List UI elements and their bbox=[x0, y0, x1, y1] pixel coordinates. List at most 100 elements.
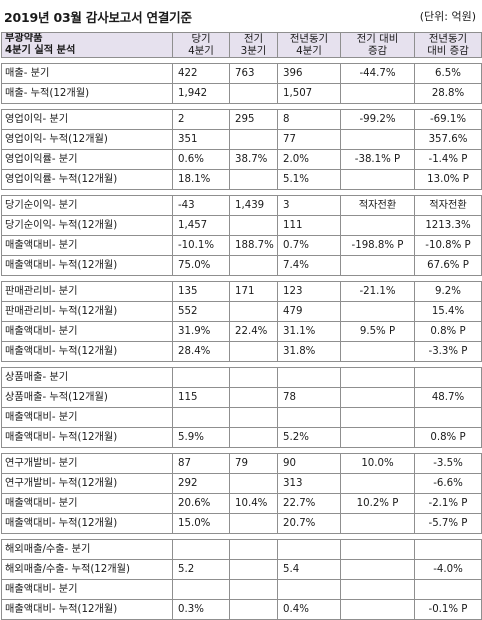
table-cell: 1,507 bbox=[277, 83, 341, 104]
table-cell: 2 bbox=[172, 109, 230, 130]
table-cell bbox=[414, 407, 482, 428]
table-cell: 31.1% bbox=[277, 321, 341, 342]
table-cell: 422 bbox=[172, 63, 230, 84]
table-cell bbox=[277, 579, 341, 600]
table-cell bbox=[340, 129, 415, 150]
table-cell bbox=[340, 215, 415, 236]
table-cell: 0.8% P bbox=[414, 321, 482, 342]
table-cell: 6.5% bbox=[414, 63, 482, 84]
table-cell: -99.2% bbox=[340, 109, 415, 130]
table-row: 판매관리비- 누적(12개월) 552 479 15.4% bbox=[1, 301, 482, 322]
table-cell bbox=[229, 341, 278, 362]
table-cell: 67.6% P bbox=[414, 255, 482, 276]
table-cell: 77 bbox=[277, 129, 341, 150]
table-cell: -38.1% P bbox=[340, 149, 415, 170]
table-row: 매출액대비- 분기 bbox=[1, 579, 482, 600]
table-cell bbox=[229, 215, 278, 236]
table-cell bbox=[229, 387, 278, 408]
table-row: 영업이익률- 분기 0.6% 38.7% 2.0% -38.1% P -1.4% P bbox=[1, 149, 482, 170]
table-cell: -2.1% P bbox=[414, 493, 482, 514]
table-cell bbox=[340, 539, 415, 560]
table-cell: 9.2% bbox=[414, 281, 482, 302]
table-cell: 31.8% bbox=[277, 341, 341, 362]
table-cell: -6.6% bbox=[414, 473, 482, 494]
column-header: 전년동기 4분기 bbox=[277, 32, 341, 58]
row-label: 매출액대비- 누적(12개월) bbox=[1, 255, 173, 276]
table-cell bbox=[229, 407, 278, 428]
table-cell: 171 bbox=[229, 281, 278, 302]
row-label: 매출액대비- 분기 bbox=[1, 407, 173, 428]
column-header: 전기 대비 증감 bbox=[340, 32, 415, 58]
table-row: 매출- 분기 422 763 396 -44.7% 6.5% bbox=[1, 63, 482, 84]
table-cell bbox=[229, 473, 278, 494]
table-cell: 13.0% P bbox=[414, 169, 482, 190]
table-cell bbox=[172, 579, 230, 600]
table-cell bbox=[340, 473, 415, 494]
table-cell: 20.7% bbox=[277, 513, 341, 534]
table-cell bbox=[277, 367, 341, 388]
table-cell bbox=[340, 83, 415, 104]
table-cell: 5.2 bbox=[172, 559, 230, 580]
table-cell: 7.4% bbox=[277, 255, 341, 276]
table-cell bbox=[340, 427, 415, 448]
row-label: 영업이익률- 누적(12개월) bbox=[1, 169, 173, 190]
table-row: 판매관리비- 분기 135 171 123 -21.1% 9.2% bbox=[1, 281, 482, 302]
table-row: 매출액대비- 분기 31.9% 22.4% 31.1% 9.5% P 0.8% P bbox=[1, 321, 482, 342]
table-cell: 78 bbox=[277, 387, 341, 408]
table-row: 매출액대비- 분기 bbox=[1, 407, 482, 428]
row-label: 판매관리비- 누적(12개월) bbox=[1, 301, 173, 322]
table-cell: 28.4% bbox=[172, 341, 230, 362]
table-cell: 10.4% bbox=[229, 493, 278, 514]
column-header: 전기 3분기 bbox=[229, 32, 278, 58]
table-cell: -44.7% bbox=[340, 63, 415, 84]
table-cell: 10.0% bbox=[340, 453, 415, 474]
table-row: 영업이익- 누적(12개월) 351 77 357.6% bbox=[1, 129, 482, 150]
table-cell bbox=[229, 301, 278, 322]
table-row: 매출액대비- 누적(12개월) 75.0% 7.4% 67.6% P bbox=[1, 255, 482, 276]
row-label: 매출액대비- 누적(12개월) bbox=[1, 513, 173, 534]
table-header-title: 부광약품 4분기 실적 분석 bbox=[1, 32, 173, 58]
table-cell: 15.0% bbox=[172, 513, 230, 534]
table-row: 연구개발비- 분기 87 79 90 10.0% -3.5% bbox=[1, 453, 482, 474]
table-cell: 1,439 bbox=[229, 195, 278, 216]
title-bar: 2019년 03월 감사보고서 연결기준 (단위: 억원) bbox=[0, 0, 482, 32]
table-cell: 5.9% bbox=[172, 427, 230, 448]
row-label: 매출- 분기 bbox=[1, 63, 173, 84]
table-cell: 8 bbox=[277, 109, 341, 130]
table-cell: 5.2% bbox=[277, 427, 341, 448]
table-cell: 115 bbox=[172, 387, 230, 408]
table-cell: 90 bbox=[277, 453, 341, 474]
table-row: 매출액대비- 누적(12개월) 5.9% 5.2% 0.8% P bbox=[1, 427, 482, 448]
table-cell bbox=[229, 559, 278, 580]
table-cell bbox=[229, 169, 278, 190]
column-header: 전년동기 대비 증감 bbox=[414, 32, 482, 58]
table-cell: 0.6% bbox=[172, 149, 230, 170]
row-label: 매출액대비- 분기 bbox=[1, 235, 173, 256]
table-cell: 552 bbox=[172, 301, 230, 322]
table-cell bbox=[340, 169, 415, 190]
table-cell bbox=[414, 579, 482, 600]
table-cell: 적자전환 bbox=[340, 195, 415, 216]
table-cell: 135 bbox=[172, 281, 230, 302]
table-row: 당기순이익- 분기 -43 1,439 3 적자전환 적자전환 bbox=[1, 195, 482, 216]
row-label: 매출액대비- 분기 bbox=[1, 579, 173, 600]
row-label: 판매관리비- 분기 bbox=[1, 281, 173, 302]
row-label: 연구개발비- 누적(12개월) bbox=[1, 473, 173, 494]
row-label: 매출액대비- 분기 bbox=[1, 321, 173, 342]
table-cell: 5.1% bbox=[277, 169, 341, 190]
table-cell: 38.7% bbox=[229, 149, 278, 170]
row-label: 영업이익- 분기 bbox=[1, 109, 173, 130]
table-cell bbox=[229, 579, 278, 600]
table-cell bbox=[414, 539, 482, 560]
table-cell bbox=[340, 301, 415, 322]
table-row: 매출액대비- 분기 20.6% 10.4% 22.7% 10.2% P -2.1% P bbox=[1, 493, 482, 514]
table-cell: 292 bbox=[172, 473, 230, 494]
table-cell: 87 bbox=[172, 453, 230, 474]
table-row: 영업이익률- 누적(12개월) 18.1% 5.1% 13.0% P bbox=[1, 169, 482, 190]
table-row: 영업이익- 분기 2 295 8 -99.2% -69.1% bbox=[1, 109, 482, 130]
row-label: 영업이익- 누적(12개월) bbox=[1, 129, 173, 150]
table-cell: 9.5% P bbox=[340, 321, 415, 342]
table-row: 당기순이익- 누적(12개월) 1,457 111 1213.3% bbox=[1, 215, 482, 236]
table-cell: 0.8% P bbox=[414, 427, 482, 448]
table-cell bbox=[229, 83, 278, 104]
